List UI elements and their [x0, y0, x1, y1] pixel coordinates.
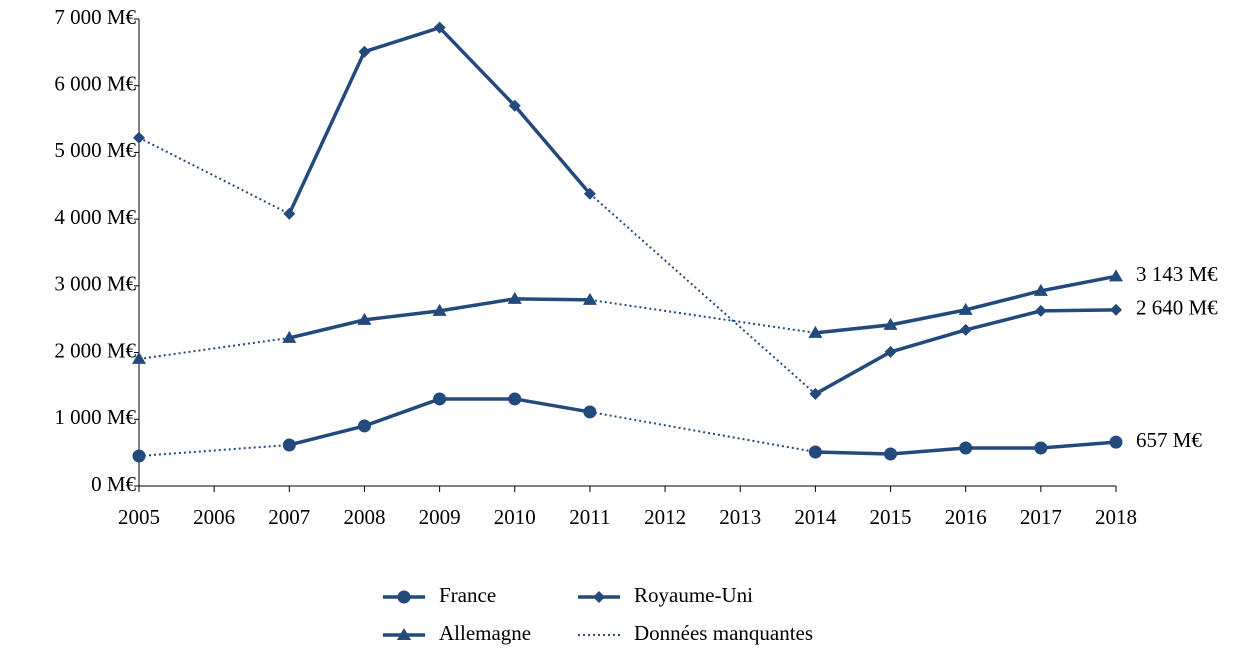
data-point	[282, 438, 296, 452]
x-tick-label: 2017	[1020, 505, 1062, 529]
data-point	[283, 207, 296, 220]
data-point	[357, 419, 371, 433]
data-point	[432, 303, 447, 316]
y-tick-label: 7 000 M€	[54, 5, 136, 29]
missing-data-line	[589, 410, 816, 453]
data-point	[433, 392, 447, 406]
missing-data-line	[589, 193, 817, 395]
data-point	[358, 45, 371, 58]
data-point	[884, 345, 897, 358]
data-point	[808, 325, 823, 338]
x-tick-label: 2008	[343, 505, 385, 529]
data-label: 657 M€	[1136, 428, 1202, 452]
y-tick-label: 3 000 M€	[54, 272, 136, 296]
legend-label: Allemagne	[439, 621, 531, 645]
data-point	[508, 392, 522, 406]
data-point	[433, 21, 446, 34]
data-point	[1033, 283, 1048, 296]
legend-marker	[397, 590, 411, 604]
x-tick-label: 2006	[193, 505, 235, 529]
x-tick-label: 2016	[945, 505, 987, 529]
missing-data-line	[589, 298, 816, 334]
x-tick-label: 2011	[569, 505, 610, 529]
data-point	[958, 302, 973, 315]
data-point	[583, 405, 597, 419]
x-tick-label: 2012	[644, 505, 686, 529]
data-point	[808, 445, 822, 459]
data-point	[133, 131, 145, 144]
data-label: 3 143 M€	[1136, 262, 1218, 286]
series-line	[288, 274, 1117, 340]
x-tick-label: 2018	[1095, 505, 1137, 529]
x-tick-label: 2015	[870, 505, 912, 529]
data-point	[507, 291, 522, 304]
data-label: 2 640 M€	[1136, 296, 1218, 320]
data-point	[1034, 304, 1047, 317]
data-point	[282, 330, 297, 343]
y-tick-label: 2 000 M€	[54, 338, 136, 362]
y-tick-label: 4 000 M€	[54, 205, 136, 229]
data-point	[959, 441, 973, 455]
x-tick-label: 2009	[419, 505, 461, 529]
data-point	[357, 312, 372, 325]
data-point	[883, 317, 898, 330]
y-tick-label: 1 000 M€	[54, 405, 136, 429]
x-tick-label: 2013	[719, 505, 761, 529]
x-tick-label: 2007	[268, 505, 310, 529]
missing-data-line	[138, 136, 290, 215]
data-point	[132, 351, 146, 364]
legend-label: Données manquantes	[634, 621, 813, 645]
legend-label: Royaume-Uni	[634, 583, 753, 607]
series-line	[287, 25, 1117, 396]
y-tick-label: 6 000 M€	[54, 72, 136, 96]
data-point	[582, 292, 597, 305]
data-point	[809, 387, 822, 400]
y-tick-label: 0 M€	[91, 472, 136, 496]
data-point	[884, 447, 898, 461]
legend-marker	[593, 591, 605, 603]
data-point	[1034, 441, 1048, 455]
data-point	[959, 323, 972, 336]
missing-data-line	[138, 336, 290, 360]
legend-label: France	[439, 583, 496, 607]
legend-marker	[397, 628, 411, 640]
y-tick-label: 5 000 M€	[54, 138, 136, 162]
data-point	[508, 99, 521, 112]
data-point	[1109, 269, 1123, 282]
missing-data-line	[138, 443, 290, 457]
x-tick-label: 2014	[794, 505, 837, 529]
data-point	[1110, 303, 1122, 316]
x-tick-label: 2010	[494, 505, 536, 529]
data-point	[132, 449, 146, 463]
data-point	[583, 187, 596, 200]
x-tick-label: 2005	[118, 505, 160, 529]
series-line	[288, 397, 1117, 456]
data-point	[1109, 435, 1123, 449]
